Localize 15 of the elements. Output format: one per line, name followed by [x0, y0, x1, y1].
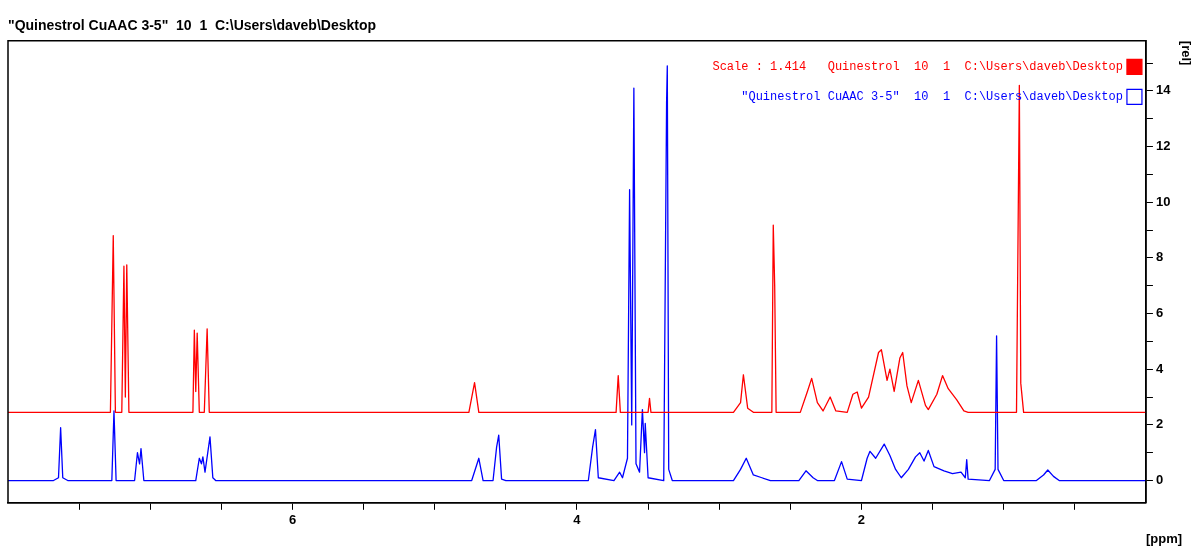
y-axis-title: [rel]	[1178, 40, 1194, 66]
y-tick-label: 2	[1155, 416, 1164, 432]
legend-label: Scale : 1.414 Quinestrol 10 1 C:\Users\daveb\Desktop	[712, 59, 1123, 74]
y-tick-label: 4	[1155, 360, 1164, 376]
x-tick-label: 6	[288, 512, 297, 528]
y-tick-label: 8	[1155, 249, 1164, 265]
x-tick-label: 2	[857, 512, 866, 528]
y-tick-label: 0	[1155, 472, 1164, 488]
x-tick-label: 4	[573, 512, 582, 528]
y-tick-label: 12	[1155, 138, 1171, 154]
x-axis-title: [ppm]	[1145, 530, 1183, 546]
y-tick-label: 14	[1155, 82, 1172, 98]
y-tick-label: 10	[1155, 193, 1171, 209]
chart-title: "Quinestrol CuAAC 3-5" 10 1 C:\Users\daveb\Desktop	[8, 17, 377, 34]
y-tick-label: 6	[1155, 305, 1164, 321]
